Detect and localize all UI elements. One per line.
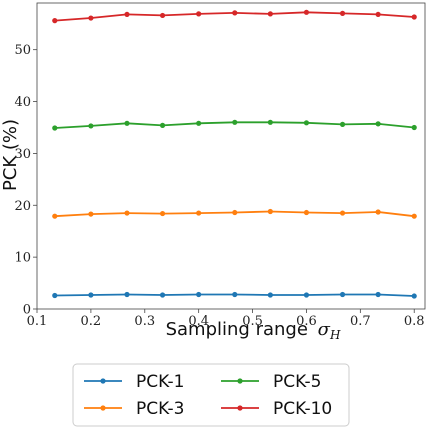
data-point-pck-10	[159, 12, 166, 19]
data-point-pck-1	[124, 291, 130, 298]
data-point-pck-5	[196, 120, 202, 126]
data-point-pck-5	[303, 120, 310, 126]
series-pck-3	[52, 208, 417, 219]
x-axis-title-symbol: σ	[318, 319, 331, 340]
x-axis-title-subscript: H	[329, 328, 341, 342]
data-point-pck-1	[88, 292, 94, 298]
x-tick-label: 0.3	[134, 314, 155, 329]
data-point-pck-5	[411, 124, 417, 131]
x-tick-label: 0.5	[242, 314, 263, 329]
data-point-pck-5	[52, 125, 58, 131]
data-point-pck-10	[52, 18, 58, 24]
y-tick-label: 30	[14, 147, 31, 162]
data-point-pck-3	[267, 208, 273, 215]
y-tick-label: 10	[14, 251, 31, 266]
x-axis-title: Sampling range σH	[166, 319, 341, 342]
legend-label: PCK-10	[273, 399, 332, 419]
x-tick-label: 0.7	[350, 314, 371, 329]
x-tick-label: 0.4	[188, 314, 209, 329]
data-point-pck-3	[411, 213, 417, 219]
legend-item-pck-3: PCK-3	[84, 399, 184, 419]
data-point-pck-1	[411, 293, 417, 299]
legend-frame	[72, 363, 350, 427]
data-point-pck-1	[267, 292, 273, 298]
data-point-pck-5	[267, 119, 273, 125]
legend-marker	[237, 405, 243, 411]
data-point-pck-1	[52, 292, 58, 299]
series-pck-10	[52, 9, 417, 24]
data-point-pck-10	[303, 9, 310, 15]
data-point-pck-3	[159, 210, 166, 217]
data-point-pck-1	[232, 291, 238, 298]
data-point-pck-10	[267, 11, 273, 17]
data-point-pck-1	[196, 291, 202, 298]
x-tick-label: 0.6	[296, 314, 317, 329]
data-point-pck-5	[88, 123, 94, 129]
series-pck-1	[52, 291, 417, 299]
data-point-pck-10	[375, 11, 381, 18]
legend-items: PCK-1 PCK-3 PCK-5 PCK-10	[84, 372, 332, 419]
data-point-pck-3	[52, 213, 58, 219]
legend-marker	[237, 378, 243, 384]
y-tick-label: 40	[14, 95, 31, 110]
data-point-pck-5	[232, 119, 238, 125]
data-point-pck-5	[375, 121, 381, 127]
plot-area	[36, 2, 426, 310]
y-tick-label: 50	[14, 43, 31, 58]
legend: PCK-1 PCK-3 PCK-5 PCK-10	[72, 363, 350, 427]
x-axis-title-text: Sampling range	[166, 319, 308, 340]
legend-label: PCK-5	[273, 372, 321, 392]
data-point-pck-10	[88, 15, 94, 21]
y-axis-ticks: 0 10 20 30 40 50	[14, 43, 37, 318]
data-point-pck-10	[232, 10, 238, 16]
legend-item-pck-10: PCK-10	[221, 399, 332, 419]
series-pck-5	[52, 119, 417, 131]
data-point-pck-3	[196, 210, 202, 216]
legend-label: PCK-3	[136, 399, 184, 419]
data-point-pck-10	[124, 11, 130, 18]
data-point-pck-3	[232, 209, 238, 216]
x-tick-label: 0.2	[81, 314, 102, 329]
legend-item-pck-5: PCK-5	[221, 372, 321, 392]
data-point-pck-3	[124, 210, 130, 216]
legend-label: PCK-1	[136, 372, 184, 392]
data-point-pck-5	[339, 121, 346, 127]
data-point-pck-3	[375, 209, 381, 215]
y-tick-label: 0	[23, 303, 31, 318]
data-point-pck-5	[124, 120, 130, 126]
x-axis-ticks: 0.1 0.2 0.3 0.4 0.5 0.6 0.7 0.8	[27, 309, 425, 329]
data-point-pck-1	[159, 292, 166, 298]
legend-item-pck-1: PCK-1	[84, 372, 184, 392]
data-point-pck-10	[339, 10, 346, 16]
data-point-pck-3	[303, 209, 310, 216]
data-point-pck-10	[411, 14, 417, 20]
series-layer	[52, 9, 417, 299]
x-tick-label: 0.8	[404, 314, 425, 329]
data-point-pck-1	[303, 292, 310, 298]
y-axis-title: PCK (%)	[0, 119, 21, 191]
legend-marker	[100, 405, 106, 411]
data-point-pck-10	[196, 11, 202, 17]
legend-marker	[100, 378, 106, 384]
data-point-pck-3	[88, 211, 94, 217]
data-point-pck-5	[159, 122, 166, 128]
x-tick-label: 0.1	[27, 314, 48, 329]
data-point-pck-1	[375, 291, 381, 298]
data-point-pck-1	[339, 291, 346, 298]
y-tick-label: 20	[14, 199, 31, 214]
data-point-pck-3	[339, 210, 346, 216]
